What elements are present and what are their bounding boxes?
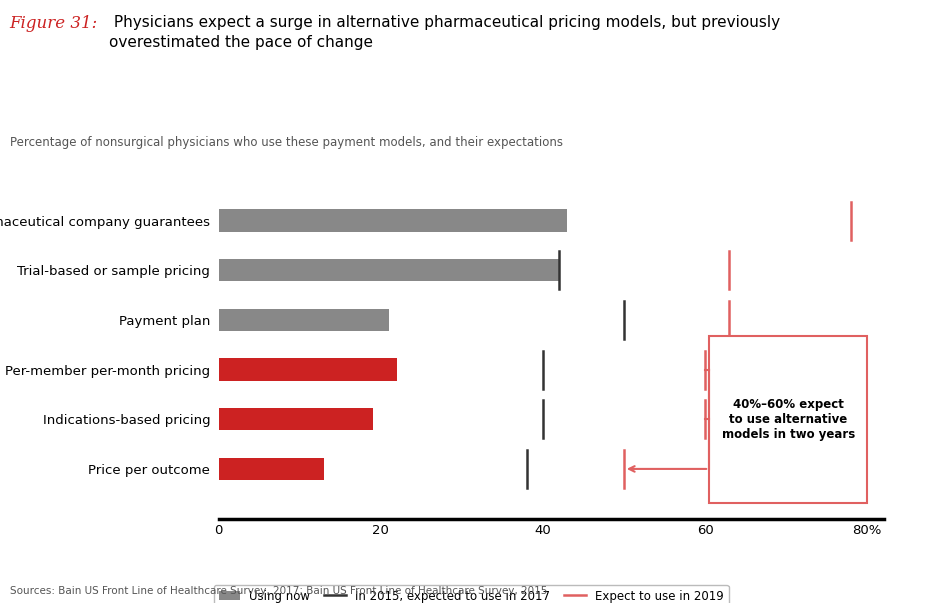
Text: 40%–60% expect
to use alternative
models in two years: 40%–60% expect to use alternative models… xyxy=(722,398,855,441)
Bar xyxy=(218,358,397,380)
Bar xyxy=(218,259,560,282)
Text: Percentage of nonsurgical physicians who use these payment models, and their exp: Percentage of nonsurgical physicians who… xyxy=(10,136,562,149)
Text: Physicians expect a surge in alternative pharmaceutical pricing models, but prev: Physicians expect a surge in alternative… xyxy=(109,15,780,50)
Text: Figure 31:: Figure 31: xyxy=(10,15,98,32)
Bar xyxy=(218,408,372,431)
Legend: Using now, In 2015, expected to use in 2017, Expect to use in 2019: Using now, In 2015, expected to use in 2… xyxy=(214,585,729,603)
Bar xyxy=(709,336,867,503)
Text: Sources: Bain US Front Line of Healthcare Survey, 2017; Bain US Front Line of He: Sources: Bain US Front Line of Healthcar… xyxy=(10,586,547,596)
Bar xyxy=(218,309,389,331)
Bar xyxy=(218,458,324,480)
Bar xyxy=(218,209,567,232)
